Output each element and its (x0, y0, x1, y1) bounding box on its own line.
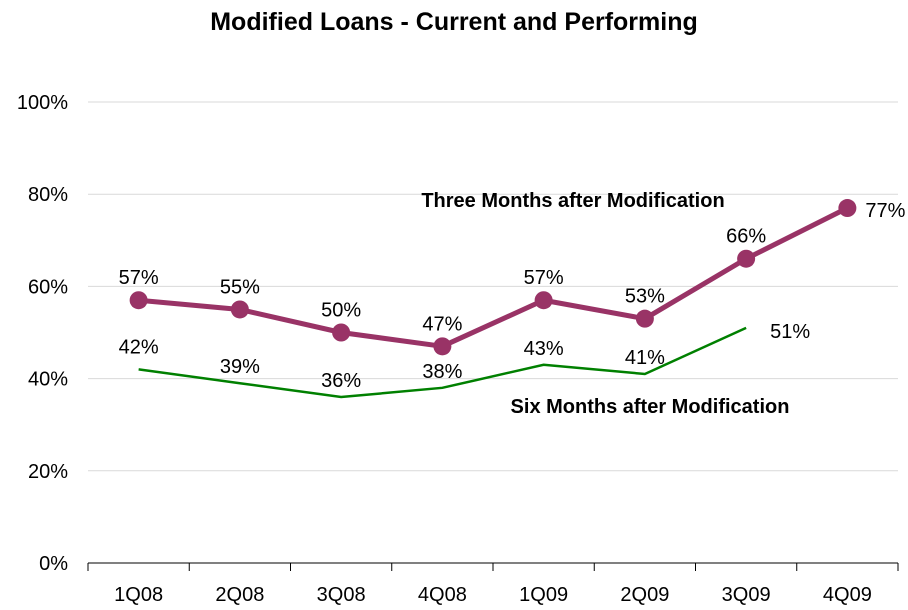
data-point-three-months (129, 291, 148, 310)
x-tick-label: 2Q09 (620, 584, 669, 606)
data-point-three-months (737, 249, 756, 268)
data-label-three-months: 55% (220, 276, 260, 298)
data-point-three-months (635, 309, 654, 328)
gridlines (88, 101, 898, 472)
y-tick-label: 0% (39, 553, 68, 575)
data-label-six-months: 36% (321, 370, 361, 392)
x-tick-label: 4Q08 (418, 584, 467, 606)
data-label-three-months: 77% (865, 200, 905, 222)
data-label-three-months: 57% (524, 267, 564, 289)
data-point-three-months (332, 323, 351, 342)
data-point-three-months (433, 337, 452, 356)
data-label-three-months: 53% (625, 286, 665, 308)
data-label-six-months: 43% (524, 338, 564, 360)
data-label-six-months: 38% (422, 361, 462, 383)
chart-title: Modified Loans - Current and Performing (210, 8, 698, 36)
y-tick-label: 40% (28, 369, 68, 391)
data-label-six-months: 41% (625, 347, 665, 369)
x-tick-label: 2Q08 (215, 584, 264, 606)
y-tick-label: 80% (28, 184, 68, 206)
data-label-six-months: 51% (770, 321, 810, 343)
data-label-three-months: 50% (321, 300, 361, 322)
x-tick-label: 1Q08 (114, 584, 163, 606)
y-tick-label: 100% (17, 92, 68, 114)
series-line-three-months (138, 205, 849, 349)
data-point-three-months (838, 199, 857, 218)
data-label-three-months: 57% (119, 267, 159, 289)
y-axis-ticks: 0% 20% 40% 60% 80% 100% (17, 92, 68, 575)
data-label-three-months: 66% (726, 226, 766, 248)
series-line-six-months (138, 326, 747, 399)
data-labels: 57% 55% 50% 47% 57% 53% 66% 77% 42% 39% 36% 38% 43% 4… (119, 190, 906, 418)
x-axis: 1Q08 2Q08 3Q08 4Q08 1Q09 2Q09 3Q09 4Q09 (87, 562, 899, 606)
data-point-three-months (534, 291, 553, 310)
data-label-three-months: 47% (422, 313, 462, 335)
x-tick-label: 1Q09 (519, 584, 568, 606)
x-tick-label: 3Q08 (317, 584, 366, 606)
data-label-six-months: 39% (220, 356, 260, 378)
x-tick-label: 3Q09 (722, 584, 771, 606)
series-label-three-months: Three Months after Modification (421, 190, 724, 212)
y-tick-label: 20% (28, 461, 68, 483)
y-tick-label: 60% (28, 276, 68, 298)
series-label-six-months: Six Months after Modification (511, 396, 790, 418)
data-point-three-months (230, 300, 249, 319)
x-tick-label: 4Q09 (823, 584, 872, 606)
series-layer (129, 199, 857, 399)
data-label-six-months: 42% (119, 336, 159, 358)
